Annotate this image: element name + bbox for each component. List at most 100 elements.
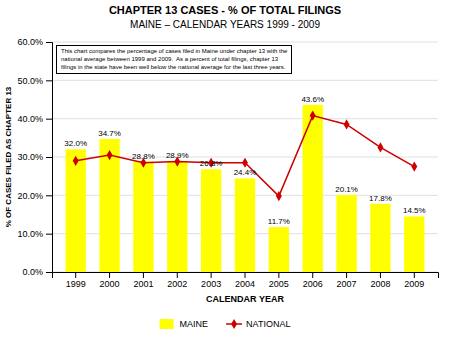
- bar: [66, 149, 86, 272]
- x-tick: 2007: [337, 272, 357, 289]
- x-tick-label: 2005: [269, 279, 289, 289]
- x-axis: 1999 2000 2001 2002 2003 2004 2005 2006 2007 2008…: [53, 272, 439, 289]
- x-tick-mark: [109, 272, 110, 278]
- bar: [336, 195, 356, 272]
- grid-line: [52, 80, 438, 81]
- marker: [107, 150, 113, 160]
- y-tick-mark: [46, 119, 52, 120]
- bar: [404, 216, 424, 272]
- x-tick: 2005: [269, 272, 289, 289]
- plot-marks: [66, 105, 425, 272]
- y-tick-mark: [46, 80, 52, 81]
- x-tick: 2002: [167, 272, 187, 289]
- marker: [242, 158, 248, 168]
- legend-label: NATIONAL: [246, 319, 290, 329]
- marker: [73, 156, 79, 166]
- y-tick-label: 20.0%: [17, 191, 43, 201]
- legend-item: MAINE: [160, 319, 209, 329]
- y-tick-label: 40.0%: [17, 114, 43, 124]
- x-tick-label: 2009: [404, 279, 424, 289]
- y-tick: 40.0%: [17, 114, 52, 124]
- bar: [269, 227, 289, 272]
- x-tick: 2009: [404, 272, 424, 289]
- y-tick-label: 60.0%: [17, 37, 43, 47]
- x-tick-mark: [380, 272, 381, 278]
- data-labels: 32.0%34.7%28.8%28.9%26.8%24.4%11.7%43.6%…: [64, 95, 425, 226]
- y-tick: 10.0%: [17, 229, 52, 239]
- bar: [370, 204, 390, 272]
- x-tick-mark: [245, 272, 246, 278]
- y-tick-label: 30.0%: [17, 152, 43, 162]
- legend: MAINE NATIONAL: [160, 319, 291, 329]
- grid-line: [52, 118, 438, 119]
- y-tick: 0.0%: [22, 267, 52, 277]
- bar: [99, 139, 119, 272]
- y-tick-mark: [46, 272, 52, 273]
- y-axis: 0.0% 10.0% 20.0% 30.0% 40.0% 50.0% 60.0%: [17, 37, 52, 277]
- x-tick-label: 2004: [235, 279, 255, 289]
- x-tick-mark: [211, 272, 212, 278]
- legend-marker: [231, 319, 237, 329]
- y-tick: 50.0%: [17, 76, 52, 86]
- data-label: 14.5%: [403, 206, 426, 215]
- x-tick-mark: [177, 272, 178, 278]
- bar: [201, 169, 221, 272]
- bar: [133, 162, 153, 272]
- line: [76, 116, 415, 197]
- x-tick-label: 2002: [167, 279, 187, 289]
- bar: [235, 178, 255, 272]
- y-tick-mark: [46, 234, 52, 235]
- data-label: 24.4%: [234, 168, 257, 177]
- legend-swatch: [160, 319, 174, 329]
- marker: [411, 161, 417, 171]
- x-tick: 2001: [133, 272, 153, 289]
- x-tick: 2004: [235, 272, 255, 289]
- bar: [167, 161, 187, 272]
- x-tick-label: 1999: [66, 279, 86, 289]
- y-tick-label: 0.0%: [22, 267, 43, 277]
- x-tick: 2006: [303, 272, 323, 289]
- data-label: 32.0%: [64, 139, 87, 148]
- grid-line: [52, 42, 438, 43]
- x-tick: 2003: [201, 272, 221, 289]
- x-tick-label: 2001: [133, 279, 153, 289]
- y-tick: 20.0%: [17, 191, 52, 201]
- x-tick-mark: [75, 272, 76, 278]
- x-tick-label: 2006: [303, 279, 323, 289]
- x-tick-label: 2008: [370, 279, 390, 289]
- x-tick-mark: [346, 272, 347, 278]
- title: CHAPTER 13 CASES - % OF TOTAL FILINGS: [109, 4, 341, 16]
- grid: [52, 42, 438, 272]
- data-label: 28.9%: [166, 151, 189, 160]
- bar: [303, 105, 323, 272]
- subtitle: MAINE – CALENDAR YEARS 1999 - 2009: [130, 19, 320, 30]
- data-label: 28.8%: [132, 152, 155, 161]
- x-axis-line: [53, 273, 439, 279]
- y-tick: 60.0%: [17, 37, 52, 47]
- data-label: 17.8%: [369, 194, 392, 203]
- y-tick-mark: [46, 195, 52, 196]
- x-tick-mark: [312, 272, 313, 278]
- x-tick-label: 2000: [100, 279, 120, 289]
- x-tick-mark: [278, 272, 279, 278]
- data-label: 26.8%: [200, 159, 223, 168]
- y-axis-line: [46, 43, 53, 273]
- y-tick-label: 50.0%: [17, 76, 43, 86]
- marker: [344, 119, 350, 129]
- y-tick: 30.0%: [17, 152, 52, 162]
- x-tick: 2000: [100, 272, 120, 289]
- legend-item: NATIONAL: [226, 319, 290, 329]
- legend-label: MAINE: [180, 319, 209, 329]
- marker: [377, 142, 383, 152]
- annotation: This chart compares the percentage of ca…: [56, 45, 292, 74]
- y-tick-label: 10.0%: [17, 229, 43, 239]
- x-tick-mark: [143, 272, 144, 278]
- x-tick-label: 2003: [201, 279, 221, 289]
- x-tick: 2008: [370, 272, 390, 289]
- x-tick-mark: [414, 272, 415, 278]
- marker: [310, 111, 316, 121]
- data-label: 11.7%: [268, 217, 290, 226]
- y-tick-mark: [46, 157, 52, 158]
- y-tick-mark: [46, 42, 52, 43]
- y-axis-title: % OF CASES FILED AS CHAPTER 13: [4, 86, 13, 227]
